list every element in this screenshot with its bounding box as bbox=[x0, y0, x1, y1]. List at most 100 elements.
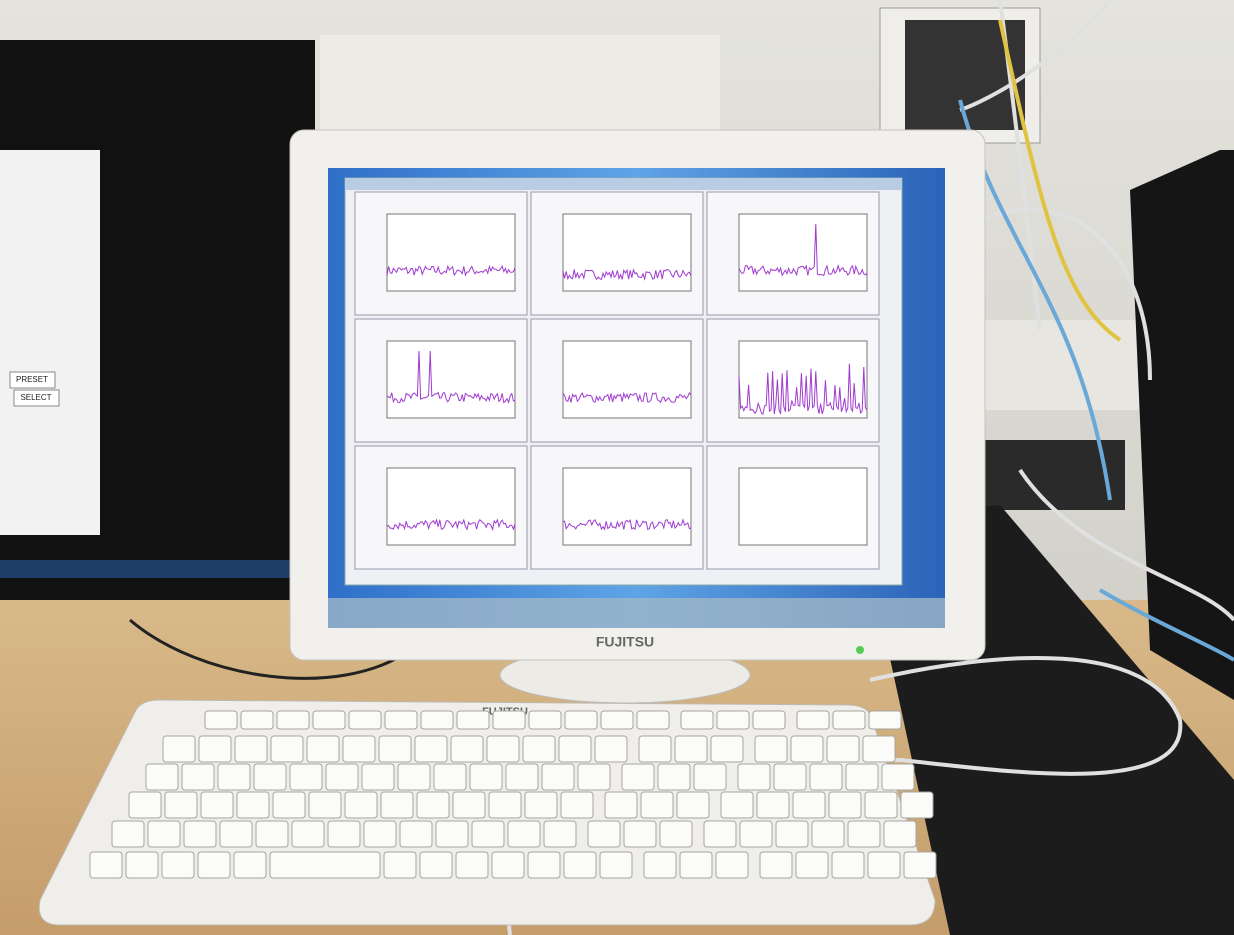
key bbox=[738, 764, 770, 790]
key bbox=[421, 711, 453, 729]
key bbox=[529, 711, 561, 729]
key bbox=[565, 711, 597, 729]
key bbox=[740, 821, 772, 847]
plot-area bbox=[563, 468, 691, 545]
key bbox=[564, 852, 596, 878]
key bbox=[349, 711, 381, 729]
key bbox=[420, 852, 452, 878]
key bbox=[273, 792, 305, 818]
plot-area bbox=[563, 214, 691, 291]
key bbox=[865, 792, 897, 818]
key bbox=[163, 736, 195, 762]
key bbox=[755, 736, 787, 762]
key bbox=[146, 764, 178, 790]
taskbar bbox=[328, 598, 945, 628]
key bbox=[90, 852, 122, 878]
key bbox=[241, 711, 273, 729]
key bbox=[326, 764, 358, 790]
key bbox=[704, 821, 736, 847]
left-taskbar bbox=[0, 560, 300, 578]
key bbox=[637, 711, 669, 729]
key bbox=[313, 711, 345, 729]
key bbox=[833, 711, 865, 729]
key bbox=[753, 711, 785, 729]
key bbox=[343, 736, 375, 762]
key bbox=[277, 711, 309, 729]
key bbox=[694, 764, 726, 790]
key bbox=[456, 852, 488, 878]
key bbox=[578, 764, 610, 790]
key bbox=[600, 852, 632, 878]
key bbox=[415, 736, 447, 762]
key bbox=[398, 764, 430, 790]
key bbox=[901, 792, 933, 818]
key bbox=[760, 852, 792, 878]
key bbox=[385, 711, 417, 729]
key bbox=[595, 736, 627, 762]
photo: PRESET SELECT FUJITSU FUJITSU bbox=[0, 0, 1234, 935]
key bbox=[680, 852, 712, 878]
plot-area bbox=[563, 341, 691, 418]
key bbox=[290, 764, 322, 790]
key bbox=[544, 821, 576, 847]
key bbox=[493, 711, 525, 729]
key bbox=[711, 736, 743, 762]
power-led bbox=[856, 646, 864, 654]
key bbox=[660, 821, 692, 847]
key bbox=[793, 792, 825, 818]
key bbox=[457, 711, 489, 729]
key bbox=[559, 736, 591, 762]
plot-area bbox=[739, 214, 867, 291]
key bbox=[384, 852, 416, 878]
key bbox=[182, 764, 214, 790]
key bbox=[492, 852, 524, 878]
key bbox=[542, 764, 574, 790]
key bbox=[237, 792, 269, 818]
key bbox=[235, 736, 267, 762]
key bbox=[434, 764, 466, 790]
key bbox=[508, 821, 540, 847]
key bbox=[148, 821, 180, 847]
key bbox=[717, 711, 749, 729]
key bbox=[400, 821, 432, 847]
key bbox=[270, 852, 380, 878]
key bbox=[675, 736, 707, 762]
key bbox=[588, 821, 620, 847]
key bbox=[882, 764, 914, 790]
left-screen bbox=[0, 150, 100, 535]
key bbox=[307, 736, 339, 762]
key bbox=[863, 736, 895, 762]
key bbox=[218, 764, 250, 790]
key bbox=[198, 852, 230, 878]
key bbox=[624, 821, 656, 847]
key bbox=[716, 852, 748, 878]
key bbox=[796, 852, 828, 878]
key bbox=[848, 821, 880, 847]
monitor-brand: FUJITSU bbox=[596, 634, 654, 650]
key bbox=[561, 792, 593, 818]
key bbox=[641, 792, 673, 818]
key bbox=[417, 792, 449, 818]
key bbox=[774, 764, 806, 790]
key bbox=[254, 764, 286, 790]
key bbox=[846, 764, 878, 790]
key bbox=[506, 764, 538, 790]
key bbox=[112, 821, 144, 847]
key bbox=[523, 736, 555, 762]
key bbox=[364, 821, 396, 847]
key bbox=[162, 852, 194, 878]
button-label: SELECT bbox=[20, 393, 51, 402]
key bbox=[256, 821, 288, 847]
key bbox=[309, 792, 341, 818]
key bbox=[829, 792, 861, 818]
key bbox=[205, 711, 237, 729]
key bbox=[904, 852, 936, 878]
key bbox=[601, 711, 633, 729]
key bbox=[644, 852, 676, 878]
plot-area bbox=[387, 341, 515, 418]
key bbox=[129, 792, 161, 818]
key bbox=[345, 792, 377, 818]
key bbox=[470, 764, 502, 790]
key bbox=[489, 792, 521, 818]
key bbox=[292, 821, 324, 847]
